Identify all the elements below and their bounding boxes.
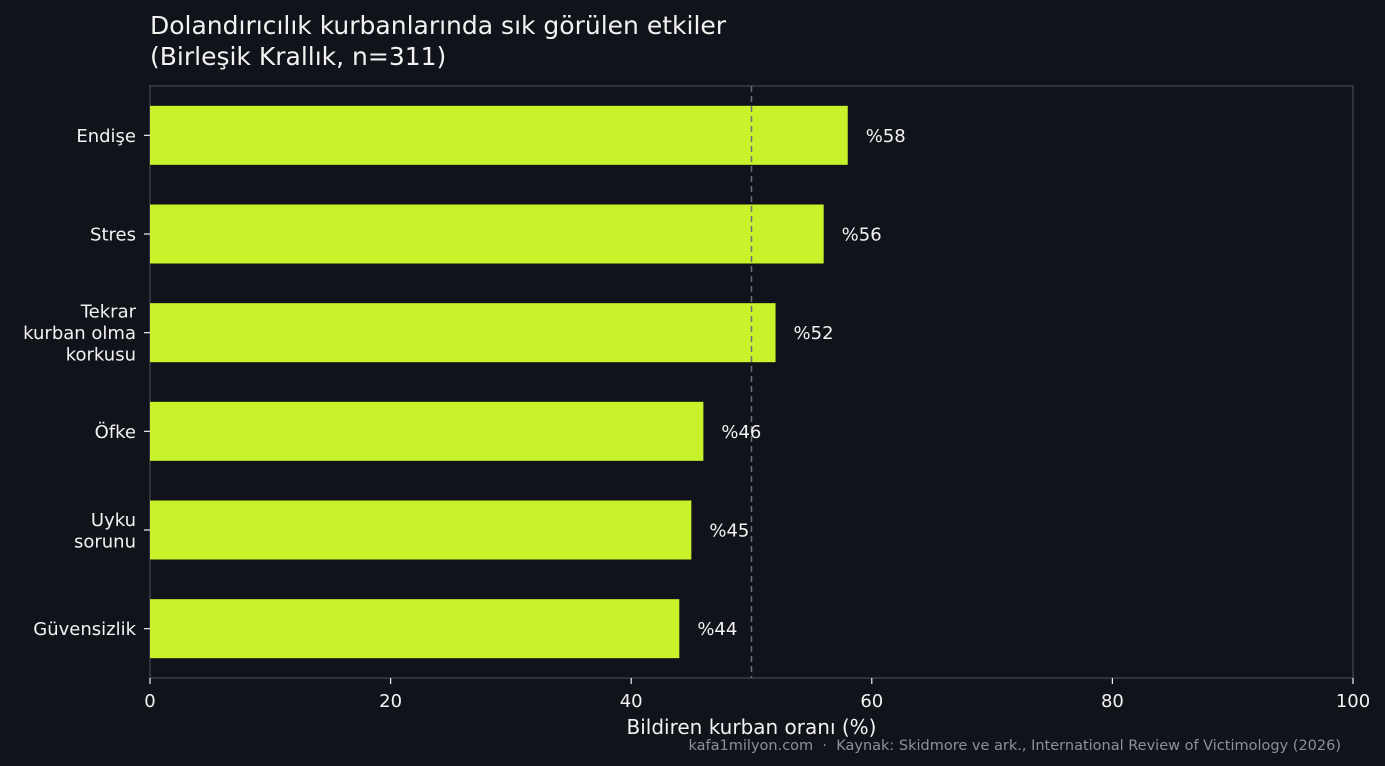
category-label: Stres	[90, 225, 136, 246]
category-label: Uyku	[91, 510, 136, 531]
value-label: %45	[709, 521, 749, 542]
category-label: korkusu	[66, 345, 136, 366]
chart-title-line: Dolandırıcılık kurbanlarında sık görülen…	[150, 11, 727, 40]
chart-title: Dolandırıcılık kurbanlarında sık görülen…	[150, 11, 727, 71]
category-label: Tekrar	[80, 302, 137, 323]
x-tick-label: 80	[1101, 691, 1124, 712]
bar	[150, 401, 704, 461]
value-label: %52	[794, 323, 834, 344]
chart-title-line: (Birleşik Krallık, n=311)	[150, 42, 446, 71]
category-label: sorunu	[74, 531, 136, 552]
x-axis-ticks: 0 20 40 60 80 100	[144, 678, 1370, 712]
value-label: %44	[697, 619, 737, 640]
value-label: %58	[866, 126, 906, 147]
x-tick-label: 20	[379, 691, 402, 712]
bars	[150, 105, 848, 659]
x-tick-label: 100	[1336, 691, 1370, 712]
x-tick-label: 60	[860, 691, 883, 712]
category-label: Öfke	[95, 421, 136, 443]
bar	[150, 105, 848, 165]
category-label: kurban olma	[23, 323, 136, 344]
x-tick-label: 0	[144, 691, 155, 712]
footer-source: kafa1milyon.com · Kaynak: Skidmore ve ar…	[689, 738, 1341, 754]
category-label: Güvensizlik	[33, 619, 136, 640]
bar	[150, 500, 692, 560]
bar	[150, 303, 776, 363]
bar	[150, 204, 824, 264]
value-label: %46	[721, 422, 761, 443]
value-label: %56	[842, 225, 882, 246]
x-axis-title: Bildiren kurban oranı (%)	[627, 715, 877, 739]
bar	[150, 599, 680, 659]
category-label: Endişe	[76, 126, 136, 147]
value-labels: %58 %56 %52 %46 %45 %44	[697, 126, 905, 640]
x-tick-label: 40	[620, 691, 643, 712]
